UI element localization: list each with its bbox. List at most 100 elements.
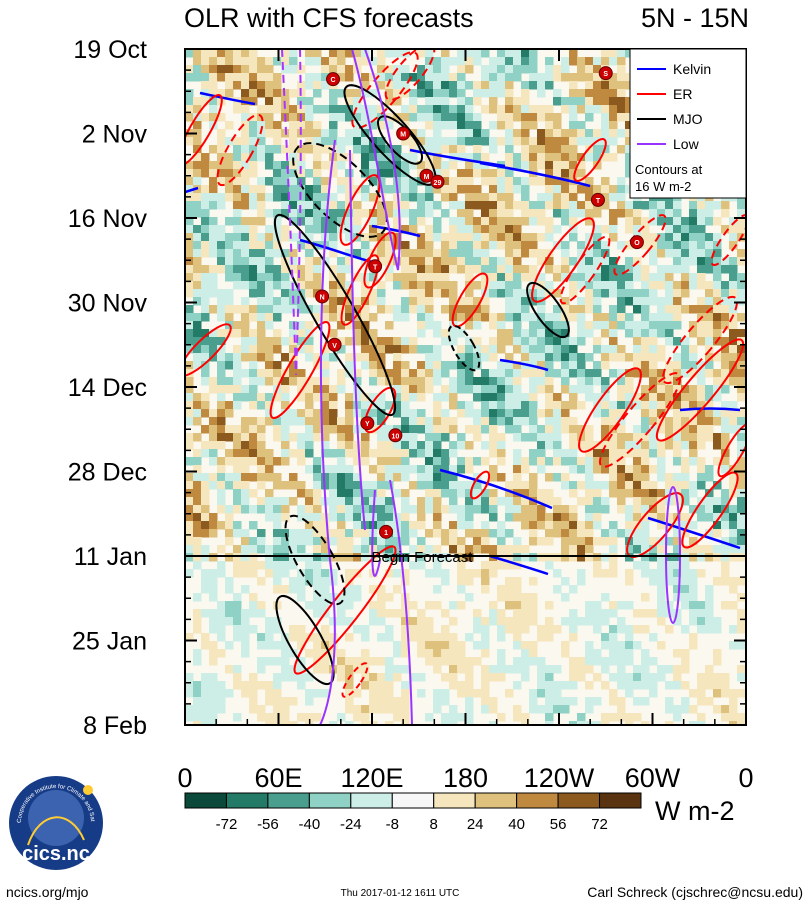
olr-cell xyxy=(705,433,714,442)
olr-cell xyxy=(705,553,714,562)
olr-cell xyxy=(281,233,290,242)
olr-cell xyxy=(553,337,562,346)
olr-cell xyxy=(417,105,426,114)
olr-cell xyxy=(513,585,522,594)
olr-cell xyxy=(465,673,474,682)
olr-cell xyxy=(393,305,402,314)
olr-cell xyxy=(337,89,346,98)
olr-cell xyxy=(377,81,386,90)
olr-cell xyxy=(345,441,354,450)
olr-cell xyxy=(249,457,258,466)
olr-cell xyxy=(529,521,538,530)
olr-cell xyxy=(649,361,658,370)
olr-cell xyxy=(401,313,410,322)
olr-cell xyxy=(329,473,338,482)
olr-cell xyxy=(713,617,722,626)
olr-cell xyxy=(569,257,578,266)
olr-cell xyxy=(273,73,282,82)
olr-cell xyxy=(545,153,554,162)
olr-cell xyxy=(649,233,658,242)
olr-cell xyxy=(329,513,338,522)
olr-cell xyxy=(673,217,682,226)
olr-cell xyxy=(313,601,322,610)
olr-cell xyxy=(209,233,218,242)
olr-cell xyxy=(297,105,306,114)
olr-cell xyxy=(257,193,266,202)
olr-cell xyxy=(457,369,466,378)
olr-cell xyxy=(233,713,242,722)
olr-cell xyxy=(697,553,706,562)
olr-cell xyxy=(593,513,602,522)
olr-cell xyxy=(633,681,642,690)
olr-cell xyxy=(521,57,530,66)
y-tick-label: 2 Nov xyxy=(82,121,148,149)
olr-cell xyxy=(217,689,226,698)
olr-cell xyxy=(593,617,602,626)
olr-cell xyxy=(609,233,618,242)
olr-cell xyxy=(377,593,386,602)
olr-cell xyxy=(361,289,370,298)
olr-cell xyxy=(729,505,738,514)
olr-cell xyxy=(657,601,666,610)
olr-cell xyxy=(673,337,682,346)
olr-cell xyxy=(449,537,458,546)
olr-cell xyxy=(225,585,234,594)
olr-cell xyxy=(441,57,450,66)
olr-cell xyxy=(369,337,378,346)
olr-cell xyxy=(481,201,490,210)
olr-cell xyxy=(257,209,266,218)
olr-cell xyxy=(489,417,498,426)
olr-cell xyxy=(193,257,202,266)
olr-cell xyxy=(577,361,586,370)
olr-cell xyxy=(617,89,626,98)
olr-cell xyxy=(465,409,474,418)
logo-sun xyxy=(83,785,93,795)
olr-cell xyxy=(329,57,338,66)
olr-cell xyxy=(593,233,602,242)
olr-cell xyxy=(481,497,490,506)
olr-cell xyxy=(233,569,242,578)
olr-cell xyxy=(273,241,282,250)
olr-cell xyxy=(697,337,706,346)
olr-cell xyxy=(529,65,538,74)
olr-cell xyxy=(353,441,362,450)
olr-cell xyxy=(297,593,306,602)
olr-cell xyxy=(281,705,290,714)
olr-cell xyxy=(689,705,698,714)
olr-cell xyxy=(257,465,266,474)
olr-cell xyxy=(601,641,610,650)
olr-cell xyxy=(729,361,738,370)
olr-cell xyxy=(457,401,466,410)
olr-cell xyxy=(257,249,266,258)
olr-cell xyxy=(417,241,426,250)
olr-cell xyxy=(641,289,650,298)
olr-cell xyxy=(609,89,618,98)
olr-cell xyxy=(705,625,714,634)
olr-cell xyxy=(289,665,298,674)
olr-cell xyxy=(497,393,506,402)
olr-cell xyxy=(257,265,266,274)
olr-cell xyxy=(497,673,506,682)
olr-cell xyxy=(257,545,266,554)
olr-cell xyxy=(465,353,474,362)
olr-cell xyxy=(465,305,474,314)
olr-cell xyxy=(577,281,586,290)
olr-cell xyxy=(385,681,394,690)
olr-cell xyxy=(657,561,666,570)
olr-cell xyxy=(657,209,666,218)
olr-cell xyxy=(193,449,202,458)
olr-cell xyxy=(329,89,338,98)
olr-cell xyxy=(553,625,562,634)
olr-cell xyxy=(569,121,578,130)
olr-cell xyxy=(409,625,418,634)
olr-cell xyxy=(297,641,306,650)
olr-cell xyxy=(409,105,418,114)
olr-cell xyxy=(513,409,522,418)
olr-cell xyxy=(625,217,634,226)
olr-cell xyxy=(569,665,578,674)
olr-cell xyxy=(289,481,298,490)
olr-cell xyxy=(601,241,610,250)
olr-cell xyxy=(505,89,514,98)
olr-cell xyxy=(601,465,610,474)
olr-cell xyxy=(225,361,234,370)
